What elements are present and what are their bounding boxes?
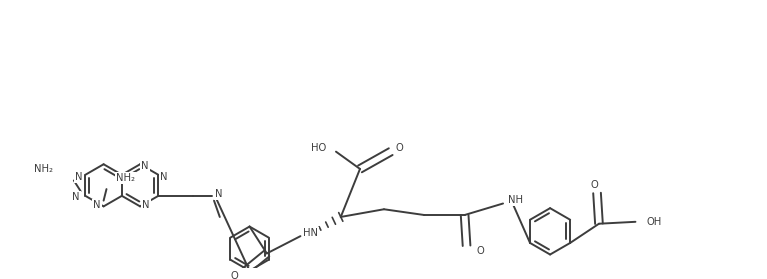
Text: O: O bbox=[396, 143, 403, 153]
Text: NH₂: NH₂ bbox=[34, 164, 53, 174]
Text: O: O bbox=[230, 271, 238, 279]
Text: N: N bbox=[72, 192, 80, 202]
Text: NH₂: NH₂ bbox=[116, 173, 135, 182]
Text: N: N bbox=[215, 189, 222, 199]
Text: NH: NH bbox=[508, 195, 523, 205]
Text: HO: HO bbox=[311, 143, 327, 153]
Text: N: N bbox=[75, 172, 83, 182]
Text: OH: OH bbox=[647, 217, 662, 227]
Text: O: O bbox=[476, 246, 484, 256]
Text: HN: HN bbox=[303, 228, 318, 238]
Text: O: O bbox=[591, 180, 598, 190]
Text: N: N bbox=[142, 200, 150, 210]
Text: N: N bbox=[94, 200, 100, 210]
Text: N: N bbox=[160, 172, 168, 182]
Text: N: N bbox=[141, 161, 149, 171]
